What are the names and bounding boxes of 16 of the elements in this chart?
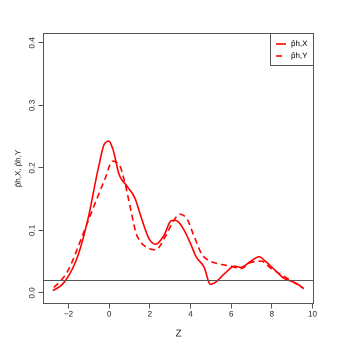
- y-tick-label: 0.0: [28, 286, 36, 298]
- x-tick-label: 0: [106, 310, 112, 318]
- legend-label: p̂h,Y: [291, 51, 308, 60]
- y-tick-label: 0.2: [28, 162, 36, 174]
- x-tick-label: 2: [148, 310, 153, 318]
- x-tick-label: 4: [188, 310, 194, 318]
- x-tick-label: −2: [64, 310, 74, 318]
- x-tick-label: 6: [228, 310, 234, 318]
- x-tick-label: 10: [308, 310, 318, 318]
- x-axis-title: Z: [175, 328, 182, 340]
- legend-label: p̂h,X: [291, 39, 308, 48]
- y-tick-label: 0.1: [28, 224, 36, 236]
- y-tick-label: 0.3: [28, 99, 36, 111]
- y-tick-label: 0.4: [28, 36, 36, 48]
- y-axis-title: p̂h,X, p̂h,Y: [14, 149, 22, 188]
- x-tick-label: 8: [270, 310, 275, 318]
